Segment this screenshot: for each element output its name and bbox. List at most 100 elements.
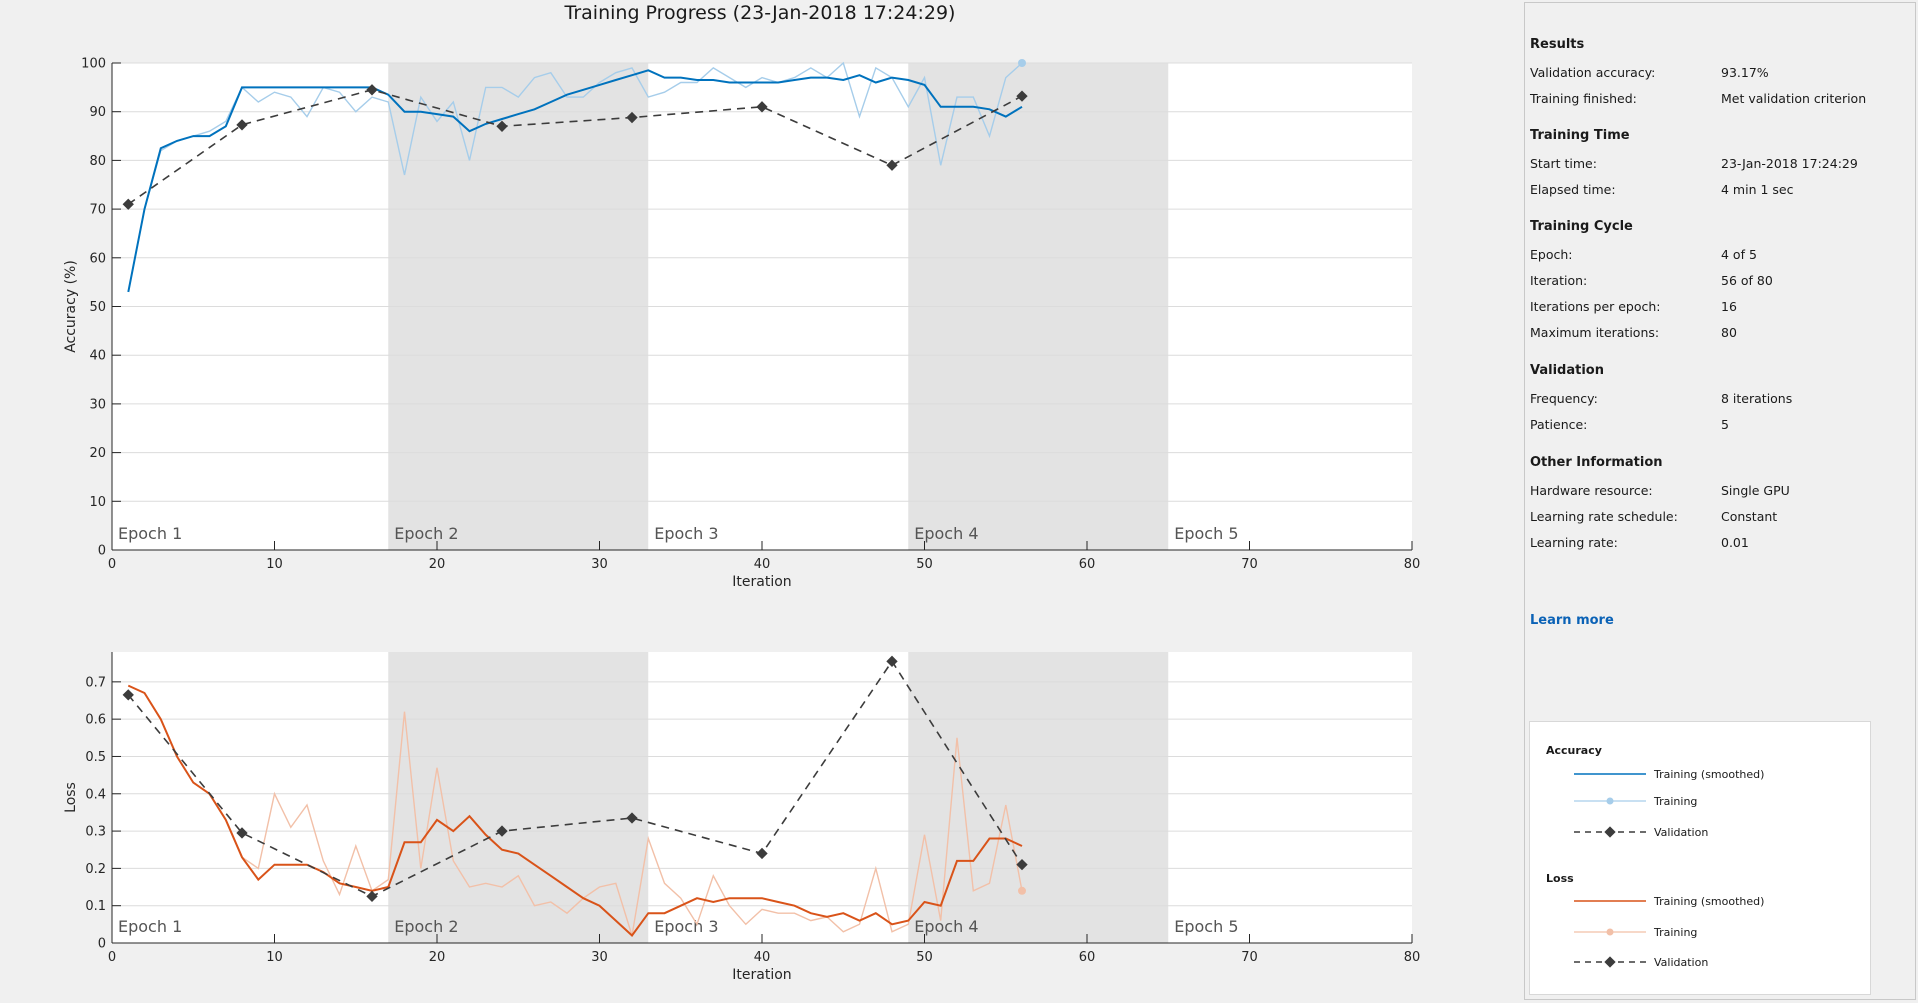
- loss-x-tick-label: 30: [591, 950, 608, 965]
- loss-epoch-shade: [388, 652, 649, 943]
- iteration-label: Iteration:: [1530, 273, 1588, 288]
- loss-y-tick-label: 0.6: [85, 713, 106, 728]
- legend-acc-validation-label: Validation: [1654, 826, 1709, 839]
- elapsed-time-value: 4 min 1 sec: [1721, 182, 1794, 197]
- iterations-per-epoch-label: Iterations per epoch:: [1530, 299, 1661, 314]
- results-heading: Results: [1530, 37, 1585, 52]
- acc-y-tick-label: 90: [89, 105, 106, 120]
- accuracy-chart: 0 10 20 30 40 50 60 70 80 0 10 20 30 40 50 60 70 80 90 100 I…: [63, 57, 1421, 591]
- acc-y-tick-label: 40: [89, 349, 106, 364]
- loss-epoch-shade: [908, 652, 1169, 943]
- acc-x-tick-label: 50: [916, 557, 933, 572]
- validation-accuracy-label: Validation accuracy:: [1530, 65, 1656, 80]
- acc-training-smoothed-line: [127, 69, 1023, 293]
- acc-y-tick-label: 60: [89, 251, 106, 266]
- learning-rate-schedule-value: Constant: [1721, 509, 1778, 524]
- legend-acc-training-swatch: [1574, 797, 1646, 805]
- acc-y-tick-label: 10: [89, 495, 106, 510]
- frequency-label: Frequency:: [1530, 391, 1598, 406]
- other-information-heading: Other Information: [1530, 455, 1663, 470]
- loss-x-tick-label: 70: [1241, 950, 1258, 965]
- acc-y-tick-label: 30: [89, 397, 106, 412]
- loss-epoch-label: Epoch 1: [118, 917, 182, 936]
- learn-more-link[interactable]: Learn more: [1530, 613, 1614, 628]
- patience-label: Patience:: [1530, 417, 1588, 432]
- acc-validation-line: [127, 88, 1023, 205]
- legend-loss-smoothed-swatch: [1574, 900, 1646, 902]
- acc-x-axis-label: Iteration: [732, 574, 791, 590]
- loss-epoch-label: Epoch 3: [654, 917, 718, 936]
- loss-y-tick-label: 0.3: [85, 825, 106, 840]
- acc-epoch-label: Epoch 3: [654, 524, 718, 543]
- acc-x-tick-label: 30: [591, 557, 608, 572]
- legend-loss-training-label: Training: [1654, 926, 1698, 939]
- legend: Accuracy Training (smoothed) Training Va…: [1529, 721, 1871, 995]
- legend-acc-validation-swatch: [1574, 826, 1646, 838]
- epoch-value: 4 of 5: [1721, 247, 1757, 262]
- acc-y-tick-label: 0: [98, 544, 106, 559]
- training-finished-value: Met validation criterion: [1721, 91, 1867, 106]
- acc-x-tick-label: 80: [1404, 557, 1421, 572]
- loss-training-last-point: [1018, 886, 1026, 895]
- acc-y-axis-label: Accuracy (%): [63, 260, 79, 353]
- frequency-value: 8 iterations: [1721, 391, 1793, 406]
- acc-training-line: [127, 61, 1023, 293]
- legend-loss-training-swatch: [1574, 928, 1646, 936]
- loss-training-smoothed-line: [127, 684, 1023, 937]
- loss-x-tick-label: 80: [1404, 950, 1421, 965]
- maximum-iterations-value: 80: [1721, 325, 1737, 340]
- loss-x-axis-label: Iteration: [732, 967, 791, 983]
- loss-epoch-label: Epoch 4: [914, 917, 978, 936]
- iterations-per-epoch-value: 16: [1721, 299, 1737, 314]
- elapsed-time-label: Elapsed time:: [1530, 182, 1616, 197]
- legend-loss-validation-swatch: [1574, 956, 1646, 968]
- legend-loss-heading: Loss: [1546, 872, 1574, 885]
- loss-validation-point: [626, 812, 638, 824]
- acc-y-tick-label: 100: [81, 57, 106, 72]
- patience-value: 5: [1721, 417, 1729, 432]
- legend-acc-smoothed-swatch: [1574, 773, 1646, 775]
- acc-epoch-label: Epoch 5: [1174, 524, 1238, 543]
- training-cycle-heading: Training Cycle: [1530, 219, 1633, 234]
- acc-x-tick-label: 40: [754, 557, 771, 572]
- loss-validation-point: [756, 847, 768, 860]
- loss-y-tick-label: 0.5: [85, 750, 106, 765]
- plots-area: Training Progress (23-Jan-2018 17:24:29)…: [63, 2, 1421, 983]
- acc-epoch-label: Epoch 2: [394, 524, 458, 543]
- acc-x-tick-label: 20: [429, 557, 446, 572]
- loss-x-tick-label: 50: [916, 950, 933, 965]
- acc-y-tick-label: 50: [89, 300, 106, 315]
- loss-y-tick-label: 0.1: [85, 899, 106, 914]
- loss-validation-point: [1016, 858, 1028, 871]
- legend-acc-smoothed-label: Training (smoothed): [1654, 768, 1765, 781]
- acc-x-tick-label: 10: [266, 557, 283, 572]
- loss-validation-line: [127, 659, 1023, 898]
- acc-x-tick-label: 0: [108, 557, 116, 572]
- loss-x-tick-label: 0: [108, 950, 116, 965]
- validation-heading: Validation: [1530, 363, 1604, 378]
- acc-x-tick-label: 70: [1241, 557, 1258, 572]
- loss-training-line: [128, 684, 1023, 936]
- loss-x-tick-label: 40: [754, 950, 771, 965]
- acc-x-tick-label: 60: [1079, 557, 1096, 572]
- validation-accuracy-value: 93.17%: [1721, 65, 1769, 80]
- loss-chart: 0 10 20 30 40 50 60 70 80 0 0.1 0.2 0.3 0.4 0.5 0.6 0.7 I…: [63, 652, 1421, 983]
- legend-loss-smoothed-label: Training (smoothed): [1654, 895, 1765, 908]
- maximum-iterations-label: Maximum iterations:: [1530, 325, 1660, 340]
- loss-y-tick-label: 0: [98, 937, 106, 952]
- loss-x-tick-label: 60: [1079, 950, 1096, 965]
- loss-y-tick-label: 0.2: [85, 862, 106, 877]
- loss-axes-bg: [112, 652, 1412, 943]
- acc-y-tick-label: 20: [89, 446, 106, 461]
- loss-y-axis-label: Loss: [63, 782, 79, 813]
- page-title: Training Progress (23-Jan-2018 17:24:29): [564, 2, 956, 24]
- loss-epoch-label: Epoch 2: [394, 917, 458, 936]
- learning-rate-value: 0.01: [1721, 535, 1749, 550]
- legend-acc-training-label: Training: [1654, 795, 1698, 808]
- legend-loss-validation-label: Validation: [1654, 956, 1709, 969]
- loss-y-tick-label: 0.7: [85, 675, 106, 690]
- loss-y-tick-label: 0.4: [85, 787, 106, 802]
- learning-rate-label: Learning rate:: [1530, 535, 1618, 550]
- loss-x-tick-label: 10: [266, 950, 283, 965]
- loss-epoch-label: Epoch 5: [1174, 917, 1238, 936]
